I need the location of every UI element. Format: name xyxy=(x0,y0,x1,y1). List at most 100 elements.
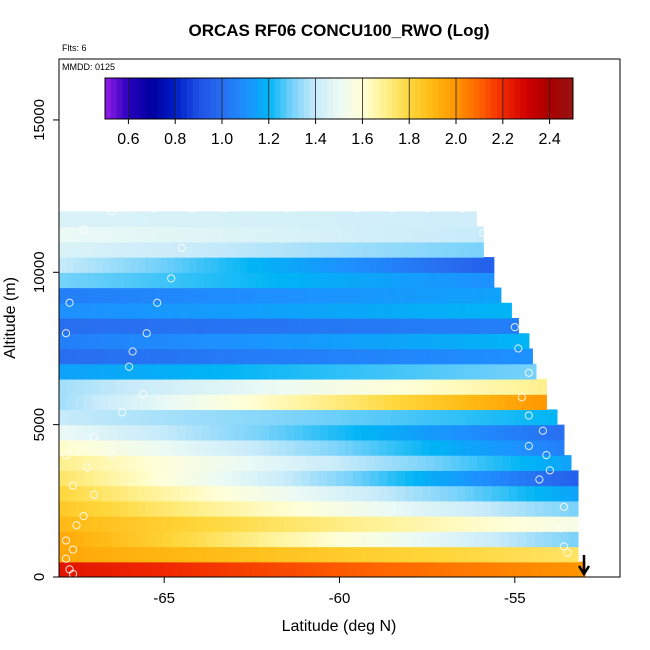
heatmap-cell xyxy=(413,302,422,319)
heatmap-cell xyxy=(110,546,121,563)
colorbar-segment xyxy=(181,78,188,119)
heatmap-cell xyxy=(534,531,544,548)
heatmap-cell xyxy=(73,226,81,243)
heatmap-cell xyxy=(109,424,119,441)
heatmap-cell xyxy=(448,546,458,563)
heatmap-cell xyxy=(105,333,115,350)
heatmap-cell xyxy=(387,485,397,502)
heatmap-cell xyxy=(249,409,259,426)
heatmap-cell xyxy=(408,378,417,395)
heatmap-cell xyxy=(500,516,510,532)
heatmap-cell xyxy=(240,500,250,517)
heatmap-cell xyxy=(432,409,442,426)
heatmap-cell xyxy=(214,516,224,532)
heatmap-cell xyxy=(162,546,173,563)
heatmap-cell xyxy=(134,302,143,319)
heatmap-cell xyxy=(99,378,109,395)
heatmap-cell xyxy=(204,455,214,471)
heatmap-cell xyxy=(210,439,220,456)
heatmap-cell xyxy=(134,424,144,441)
heatmap-cell xyxy=(365,318,374,334)
heatmap-cell xyxy=(336,439,346,456)
colorbar-segment xyxy=(257,78,264,119)
heatmap-cell xyxy=(266,546,276,563)
heatmap-cell xyxy=(345,363,354,380)
colorbar-segment xyxy=(537,78,545,119)
heatmap-cell xyxy=(227,318,236,334)
heatmap-cell xyxy=(456,363,465,380)
heatmap-cell xyxy=(569,531,579,548)
colorbar-segment xyxy=(216,78,223,119)
heatmap-cell xyxy=(91,394,101,411)
heatmap-cell xyxy=(477,348,486,365)
heatmap-cell xyxy=(229,455,239,471)
colorbar-segment xyxy=(192,78,200,119)
heatmap-cell xyxy=(95,287,104,304)
heatmap-cell xyxy=(123,378,133,395)
heatmap-cell xyxy=(441,211,450,228)
heatmap-cell xyxy=(178,455,188,471)
heatmap-cell xyxy=(202,363,211,380)
heatmap-cell xyxy=(415,409,425,426)
heatmap-cell xyxy=(237,394,247,411)
heatmap-cell xyxy=(286,378,296,395)
heatmap-cell xyxy=(291,409,301,426)
heatmap-cell xyxy=(194,363,203,380)
heatmap-cell xyxy=(414,272,422,289)
heatmap-cell xyxy=(235,287,244,304)
heatmap-cell xyxy=(549,561,560,577)
heatmap-cell xyxy=(119,302,128,319)
heatmap-cell xyxy=(413,546,423,563)
heatmap-cell xyxy=(59,302,68,319)
heatmap-cell xyxy=(118,455,128,471)
heatmap-cell xyxy=(486,257,495,273)
heatmap-cell xyxy=(247,272,256,289)
heatmap-cell xyxy=(275,485,285,502)
heatmap-cell xyxy=(171,516,181,532)
heatmap-cell xyxy=(301,546,311,563)
heatmap-cell xyxy=(206,516,216,532)
heatmap-cell xyxy=(445,348,455,365)
heatmap-cell xyxy=(303,318,313,334)
heatmap-cell xyxy=(59,424,69,441)
heatmap-cell xyxy=(439,516,449,532)
heatmap-cell xyxy=(327,241,336,258)
heatmap-cell xyxy=(172,241,180,258)
heatmap-cell xyxy=(481,394,491,411)
heatmap-cell xyxy=(110,531,121,548)
colorbar-segment xyxy=(128,78,135,119)
heatmap-cell xyxy=(453,348,462,365)
heatmap-cell xyxy=(145,531,155,548)
heatmap-cell xyxy=(318,546,328,563)
heatmap-cell xyxy=(472,363,481,380)
heatmap-cell xyxy=(309,287,318,304)
heatmap-cell xyxy=(247,257,256,273)
heatmap-cell xyxy=(84,531,95,548)
heatmap-cell xyxy=(117,287,126,304)
heatmap-cell xyxy=(330,211,338,228)
heatmap-cell xyxy=(227,424,237,441)
heatmap-cell xyxy=(313,241,322,258)
heatmap-cell xyxy=(224,302,233,319)
heatmap-cell xyxy=(159,424,169,441)
heatmap-cell xyxy=(311,318,320,334)
heatmap-cell xyxy=(87,226,95,243)
heatmap-cell xyxy=(337,211,345,228)
heatmap-cell xyxy=(432,378,442,395)
heatmap-cell xyxy=(176,424,186,441)
heatmap-cell xyxy=(517,546,527,563)
heatmap-cell xyxy=(271,226,279,243)
heatmap-cell xyxy=(232,272,241,289)
heatmap-cell xyxy=(526,531,536,548)
heatmap-cell xyxy=(233,363,243,380)
observation-point xyxy=(538,426,547,435)
heatmap-cell xyxy=(257,500,268,517)
heatmap-cell xyxy=(213,378,223,395)
heatmap-cell xyxy=(360,302,369,319)
heatmap-cell xyxy=(186,226,194,243)
heatmap-cell xyxy=(327,546,337,563)
heatmap-cell xyxy=(245,394,255,411)
heatmap-cell xyxy=(205,211,213,228)
heatmap-cell xyxy=(370,516,380,532)
heatmap-cell xyxy=(119,531,129,548)
